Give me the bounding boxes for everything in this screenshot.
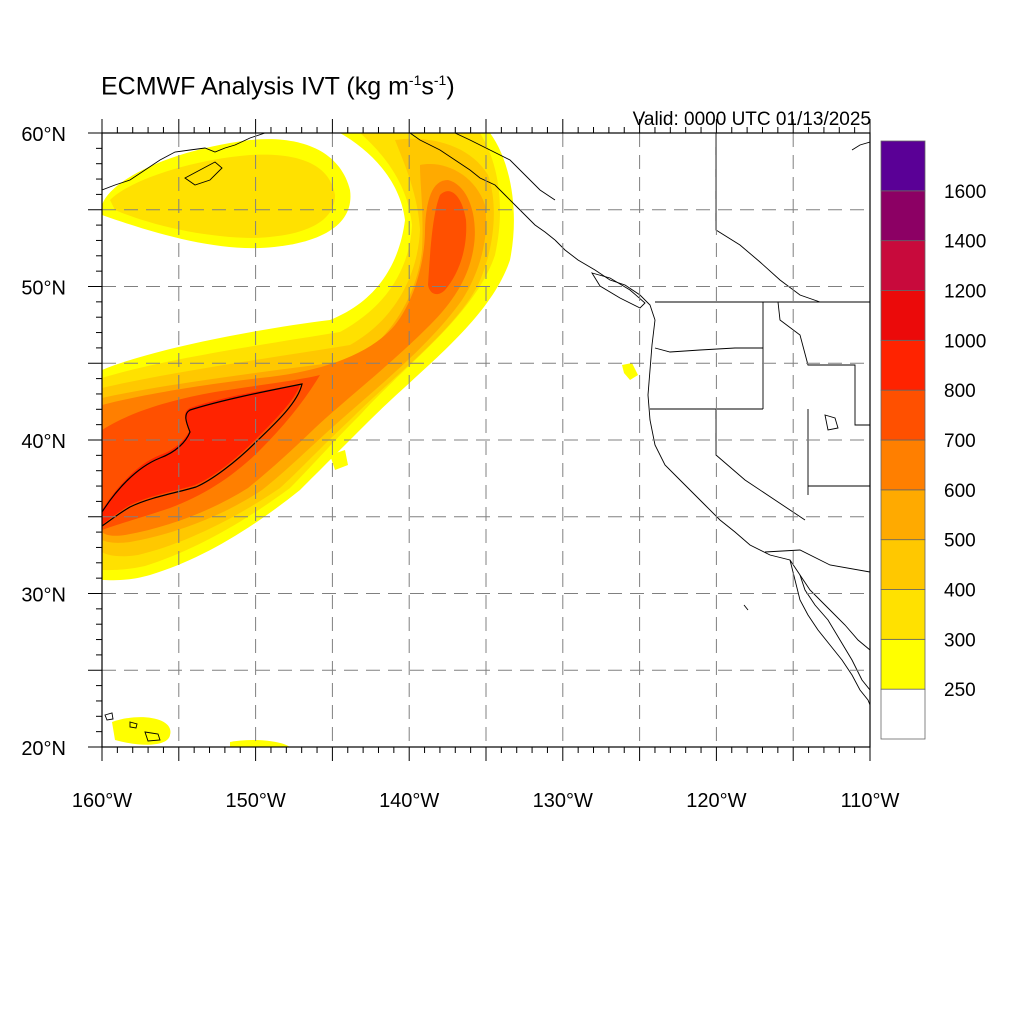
colorbar-swatch: [880, 290, 926, 341]
lat-tick-label: 40°N: [21, 431, 66, 453]
ivt-shading: [102, 133, 638, 747]
colorbar-swatch: [880, 439, 926, 491]
colorbar-label: 1200: [944, 282, 986, 303]
map-title: ECMWF Analysis IVT (kg m-1s-1): [101, 72, 455, 101]
colorbar-label: 300: [944, 630, 976, 651]
lon-tick-label: 140°W: [379, 790, 439, 812]
ivt-patch-coast: [622, 363, 638, 380]
lon-tick-label: 150°W: [225, 790, 285, 812]
colorbar-label: 500: [944, 531, 976, 552]
lon-tick-label: 120°W: [686, 790, 746, 812]
colorbar-label: 700: [944, 431, 976, 452]
ivt-band-300-north: [110, 154, 335, 238]
hawaii-islands: [104, 712, 161, 742]
lat-tick-label: 20°N: [21, 738, 66, 760]
colorbar-swatch: [880, 539, 926, 590]
colorbar-swatch: [880, 339, 926, 391]
lat-tick-label: 50°N: [21, 278, 66, 300]
ivt-band-800: [102, 385, 300, 525]
ivt-patch-south-2: [230, 739, 290, 747]
ivt-band-700-north: [428, 191, 467, 295]
canada-interior-border: [715, 133, 821, 303]
lon-tick-label: 160°W: [72, 790, 132, 812]
alaska-canada-border: [454, 133, 556, 201]
lon-tick-label: 130°W: [533, 790, 593, 812]
colorbar-label: 1600: [944, 182, 986, 203]
lon-tick-label: 110°W: [841, 790, 900, 812]
gridlines: [102, 133, 870, 747]
kodiak-island: [184, 161, 223, 186]
colorbar-swatch: [880, 489, 926, 541]
baja-peninsula: [789, 559, 870, 706]
coastlines-borders: [102, 133, 870, 742]
alaska-coastline: [102, 133, 266, 191]
id-mt-border: [777, 301, 870, 426]
axis-ticks: [88, 119, 871, 761]
alaska-panhandle-coast: [409, 133, 556, 241]
colorbar-swatch: [880, 190, 926, 242]
colorbar-swatch: [880, 240, 926, 291]
wa-or-border: [654, 347, 763, 353]
colorbar-label: 250: [944, 680, 976, 701]
valid-time-label: Valid: 0000 UTC 01/13/2025: [632, 109, 871, 130]
us-mexico-border: [764, 549, 870, 573]
us-west-coastline: [647, 319, 870, 691]
ivt-colorbar: 250 300 400 500 600 700 800 1000 1200 1400 1600: [880, 140, 986, 740]
colorbar-swatch: [880, 688, 926, 740]
axis-tick-labels: 160°W 150°W 140°W 130°W 120°W 110°W 60°N 50°N 40…: [21, 124, 899, 812]
hudson-coast-fragment: [851, 141, 870, 151]
ivt-patch-south: [112, 717, 171, 745]
colorbar-label: 1000: [944, 331, 986, 352]
ivt-patch-east: [330, 450, 348, 470]
ca-nv-border: [715, 409, 806, 521]
bc-coastline: [554, 239, 656, 321]
baja-east-coast: [799, 574, 870, 651]
sea-of-cortez-island: [743, 604, 749, 611]
great-salt-lake: [824, 414, 839, 431]
ivt-contour-800: [102, 383, 303, 527]
colorbar-label: 1400: [944, 232, 986, 253]
colorbar-label: 600: [944, 481, 976, 502]
vancouver-island: [591, 272, 646, 309]
colorbar-swatch: [880, 589, 926, 640]
colorbar-label: 800: [944, 381, 976, 402]
lat-tick-label: 30°N: [21, 585, 66, 607]
lat-tick-label: 60°N: [21, 124, 66, 146]
colorbar-swatch: [880, 638, 926, 690]
colorbar-label: 400: [944, 581, 976, 602]
colorbar-swatch: [880, 389, 926, 441]
colorbar-swatch: [880, 140, 926, 192]
